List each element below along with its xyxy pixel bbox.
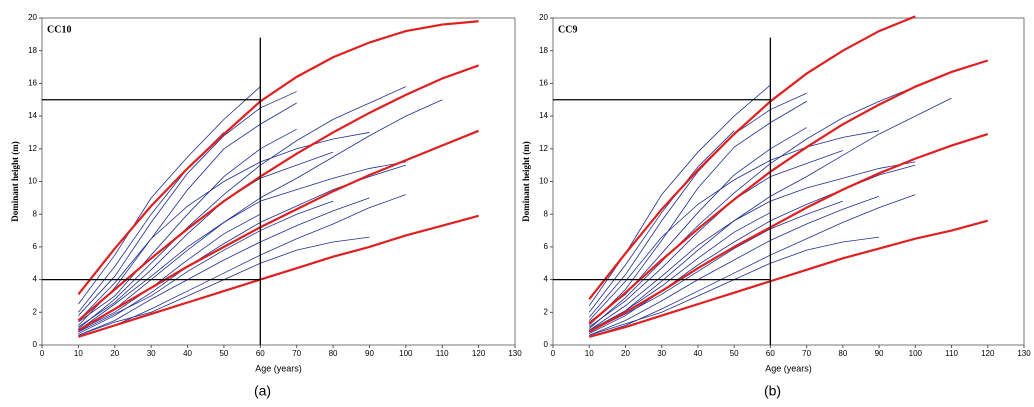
line: [588, 59, 989, 325]
y-tick-label: 8: [33, 209, 38, 218]
x-tick-label: 130: [1017, 349, 1031, 358]
x-tick-label: 30: [657, 349, 666, 358]
line: [78, 151, 334, 328]
line: [588, 219, 989, 338]
x-tick-label: 0: [551, 349, 556, 358]
y-tick-label: 10: [539, 177, 548, 186]
panel-caption: (a): [254, 383, 271, 399]
x-tick-label: 30: [147, 349, 156, 358]
line: [77, 64, 479, 322]
line: [588, 101, 807, 326]
line: [588, 133, 989, 333]
y-tick-label: 14: [539, 111, 548, 120]
x-tick-label: 120: [981, 349, 995, 358]
panel-caption: (b): [764, 383, 781, 399]
y-tick-label: 2: [544, 307, 549, 316]
x-tick-label: 70: [292, 349, 301, 358]
panel-title: CC10: [47, 24, 71, 35]
y-tick-label: 20: [28, 13, 37, 22]
x-tick-label: 10: [74, 349, 83, 358]
line: [589, 164, 916, 334]
line: [78, 214, 479, 338]
line: [78, 213, 261, 331]
line: [78, 132, 370, 321]
x-tick-label: 50: [219, 349, 228, 358]
x-tick-label: 130: [508, 349, 522, 358]
x-axis-label: Age (years): [255, 363, 302, 373]
y-tick-label: 10: [28, 177, 37, 186]
y-tick-label: 16: [28, 79, 37, 88]
line: [77, 129, 480, 332]
line: [589, 194, 916, 338]
panel-title: CC9: [558, 24, 577, 35]
y-axis-label: Dominant height (m): [521, 141, 531, 222]
y-tick-label: 20: [539, 13, 548, 22]
line: [588, 92, 807, 318]
line: [589, 200, 843, 333]
line: [588, 150, 843, 328]
y-tick-label: 6: [544, 242, 549, 251]
x-tick-label: 100: [399, 349, 413, 358]
x-axis-label: Age (years): [765, 363, 812, 373]
y-axis-label: Dominant height (m): [10, 141, 20, 222]
line: [78, 161, 406, 331]
y-tick-label: 18: [539, 46, 548, 55]
x-tick-label: 20: [621, 349, 630, 358]
x-tick-label: 60: [256, 349, 265, 358]
x-tick-label: 90: [875, 349, 884, 358]
line: [78, 86, 261, 305]
x-tick-label: 110: [945, 349, 958, 358]
y-tick-label: 12: [539, 144, 548, 153]
x-tick-label: 60: [766, 349, 775, 358]
y-tick-label: 0: [544, 340, 549, 349]
line: [589, 212, 771, 331]
line: [588, 130, 880, 321]
x-tick-label: 80: [329, 349, 338, 358]
x-tick-label: 40: [183, 349, 192, 358]
x-tick-label: 10: [585, 349, 594, 358]
y-tick-label: 12: [28, 144, 37, 153]
y-tick-label: 18: [28, 46, 37, 55]
x-tick-label: 80: [838, 349, 847, 358]
y-tick-label: 14: [28, 111, 37, 120]
line: [589, 161, 916, 331]
x-tick-label: 100: [909, 349, 923, 358]
x-tick-label: 90: [365, 349, 374, 358]
y-tick-label: 6: [33, 242, 38, 251]
y-tick-label: 2: [33, 307, 38, 316]
line: [78, 200, 334, 333]
line: [588, 86, 916, 329]
y-tick-label: 4: [544, 275, 549, 284]
x-tick-label: 50: [730, 349, 739, 358]
y-tick-label: 8: [544, 209, 549, 218]
x-tick-label: 110: [436, 349, 449, 358]
y-tick-label: 0: [33, 340, 38, 349]
x-tick-label: 70: [802, 349, 811, 358]
plot-frame: [41, 17, 516, 346]
line: [78, 194, 406, 338]
line: [589, 195, 880, 336]
line: [78, 236, 370, 336]
line: [77, 20, 479, 295]
line: [78, 91, 297, 316]
line: [78, 86, 407, 329]
x-tick-label: 20: [110, 349, 119, 358]
line: [78, 197, 370, 336]
x-tick-label: 120: [472, 349, 486, 358]
line: [588, 130, 735, 313]
y-tick-label: 4: [33, 275, 38, 284]
y-tick-label: 16: [539, 79, 548, 88]
line: [588, 15, 916, 300]
x-tick-label: 40: [693, 349, 702, 358]
x-tick-label: 0: [40, 349, 45, 358]
